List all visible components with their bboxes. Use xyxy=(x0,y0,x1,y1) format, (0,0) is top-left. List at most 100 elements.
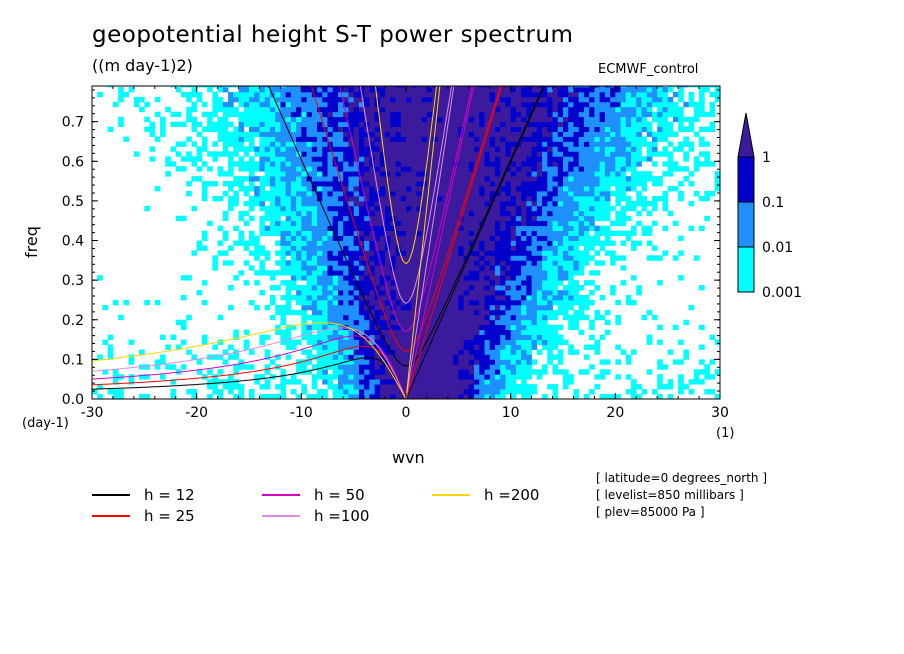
power-cell xyxy=(557,151,564,157)
power-cell xyxy=(636,240,642,246)
power-cell xyxy=(625,299,632,306)
power-cell xyxy=(317,186,323,192)
power-cell xyxy=(306,205,313,212)
power-cell xyxy=(416,186,423,192)
power-cell xyxy=(353,245,360,251)
power-cell xyxy=(343,240,349,246)
power-cell xyxy=(107,389,114,395)
power-cell xyxy=(369,364,375,370)
power-cell xyxy=(521,280,527,286)
power-cell xyxy=(353,394,360,399)
power-cell xyxy=(494,151,501,157)
power-cell xyxy=(348,186,355,192)
power-cell xyxy=(615,374,621,380)
power-cell xyxy=(322,156,328,162)
power-cell xyxy=(411,146,417,152)
power-cell xyxy=(217,369,224,375)
power-cell xyxy=(217,101,224,108)
gravity-wave-curve xyxy=(339,86,473,332)
power-cell xyxy=(547,220,553,227)
power-cell xyxy=(667,141,674,147)
power-cell xyxy=(374,299,381,306)
power-cell xyxy=(521,166,527,172)
power-cell xyxy=(348,156,355,162)
power-cell xyxy=(500,200,506,207)
power-cell xyxy=(531,111,538,118)
power-cell xyxy=(348,270,355,276)
power-cell xyxy=(662,146,669,152)
power-cell xyxy=(364,210,370,217)
power-cell xyxy=(563,309,569,316)
power-cell xyxy=(442,364,449,370)
power-cell xyxy=(322,200,328,207)
power-cell xyxy=(301,299,307,306)
power-cell xyxy=(536,339,543,345)
power-cell xyxy=(468,369,475,375)
power-cell xyxy=(474,290,480,296)
power-cell xyxy=(505,200,512,207)
power-cell xyxy=(646,86,653,93)
power-cell xyxy=(468,186,475,192)
power-cell xyxy=(594,314,601,321)
power-cell xyxy=(531,265,538,271)
power-cell xyxy=(542,265,548,271)
power-cell xyxy=(583,215,590,222)
power-cell xyxy=(489,220,496,227)
power-cell xyxy=(416,290,423,296)
power-cell xyxy=(667,96,674,103)
power-cell xyxy=(531,285,538,291)
power-cell xyxy=(510,220,517,227)
power-cell xyxy=(494,195,501,202)
power-cell xyxy=(515,250,522,256)
power-cell xyxy=(432,394,438,399)
power-cell xyxy=(552,339,559,345)
power-cell xyxy=(531,344,538,350)
power-cell xyxy=(583,195,590,202)
power-cell xyxy=(358,200,365,207)
power-cell xyxy=(426,354,433,360)
power-cell xyxy=(154,111,161,118)
power-cell xyxy=(254,240,260,246)
power-cell xyxy=(646,101,653,108)
power-cell xyxy=(437,121,444,128)
power-cell xyxy=(521,171,527,177)
power-cell xyxy=(233,190,239,197)
power-cell xyxy=(421,364,428,370)
power-cell xyxy=(453,369,459,375)
power-cell xyxy=(563,205,569,212)
power-cell xyxy=(678,181,684,187)
power-cell xyxy=(212,379,218,385)
power-cell xyxy=(123,91,130,98)
power-cell xyxy=(217,250,224,256)
power-cell xyxy=(353,181,360,187)
power-cell xyxy=(505,151,512,157)
power-cell xyxy=(254,245,260,251)
power-cell xyxy=(353,210,360,217)
power-cell xyxy=(406,275,412,281)
power-cell xyxy=(610,116,616,123)
power-cell xyxy=(243,364,250,370)
power-cell xyxy=(468,96,475,103)
power-cell xyxy=(557,176,564,182)
power-cell xyxy=(442,151,449,157)
power-cell xyxy=(468,225,475,232)
power-cell xyxy=(542,210,548,217)
power-cell xyxy=(646,369,653,375)
power-cell xyxy=(583,136,590,142)
power-cell xyxy=(510,101,517,108)
power-cell xyxy=(521,359,527,365)
power-cell xyxy=(610,151,616,157)
power-cell xyxy=(416,121,423,128)
power-cell xyxy=(322,359,328,365)
power-cell xyxy=(453,86,459,93)
power-cell xyxy=(416,220,423,227)
power-cell xyxy=(631,176,637,182)
power-cell xyxy=(599,116,606,123)
power-cell xyxy=(693,255,700,261)
power-cell xyxy=(542,309,548,316)
power-cell xyxy=(385,126,391,132)
power-cell xyxy=(285,116,292,123)
power-cell xyxy=(458,250,464,256)
power-cell xyxy=(568,275,574,281)
power-cell xyxy=(447,161,454,167)
